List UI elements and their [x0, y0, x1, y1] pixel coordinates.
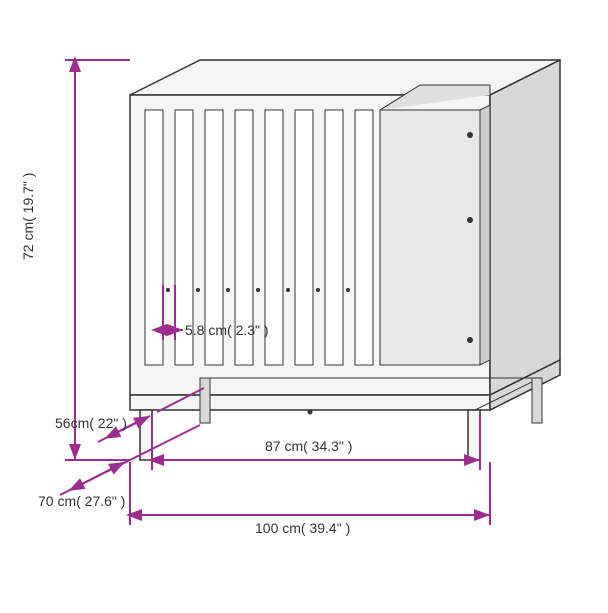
furniture-body — [130, 60, 560, 460]
dimension-diagram: 72 cm( 19.7" ) 5.8 cm( 2.3" ) 56cm( 22" … — [0, 0, 608, 608]
label-width-outer: 100 cm( 39.4" ) — [255, 520, 350, 536]
label-depth-inner: 56cm( 22" ) — [55, 415, 127, 431]
label-depth-outer: 70 cm( 27.6" ) — [38, 493, 125, 509]
label-slat-gap: 5.8 cm( 2.3" ) — [185, 322, 269, 338]
label-width-inner: 87 cm( 34.3" ) — [265, 438, 352, 454]
label-height: 72 cm( 19.7" ) — [20, 173, 36, 260]
diagram-svg — [0, 0, 608, 608]
